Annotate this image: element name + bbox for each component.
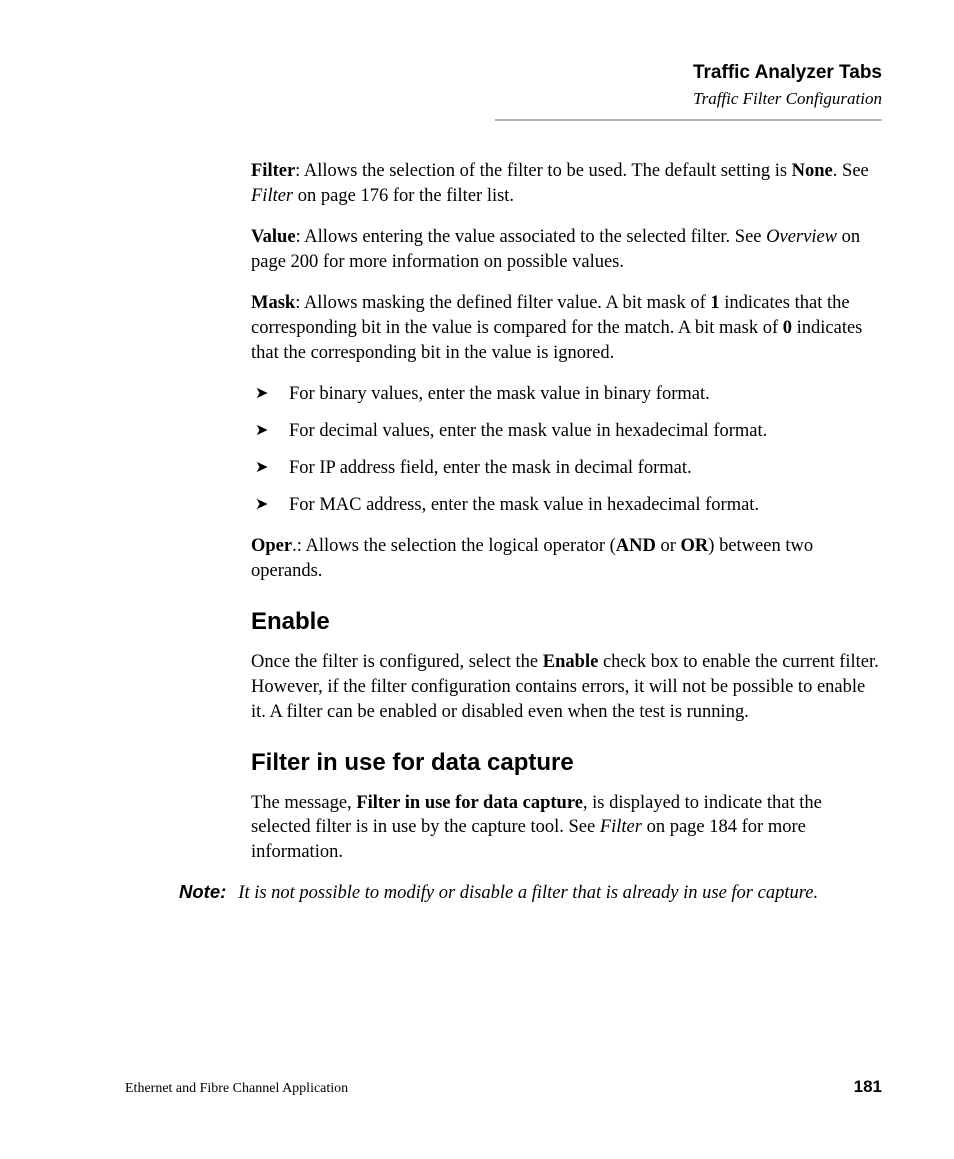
note-label: Note: [179,881,238,906]
enable-text1: Once the filter is configured, select th… [251,652,543,672]
filter-ref: Filter [251,186,293,206]
capture-label: Filter in use for data capture [356,793,583,813]
mask-paragraph: Mask: Allows masking the defined filter … [251,291,882,366]
mask-one: 1 [710,293,719,313]
filter-paragraph: Filter: Allows the selection of the filt… [251,159,882,209]
note-block: Note: It is not possible to modify or di… [179,881,882,906]
oper-or: OR [681,536,709,556]
filter-text3: on page 176 for the filter list. [293,186,514,206]
mask-bullet-list: For binary values, enter the mask value … [251,382,882,518]
value-ref: Overview [766,227,837,247]
bullet-item: For IP address field, enter the mask in … [251,456,882,481]
note-text: It is not possible to modify or disable … [238,881,818,906]
capture-ref: Filter [600,817,642,837]
oper-text2: or [656,536,681,556]
filter-label: Filter [251,161,295,181]
bullet-item: For binary values, enter the mask value … [251,382,882,407]
filter-default: None [792,161,833,181]
capture-heading: Filter in use for data capture [251,749,882,777]
oper-and: AND [616,536,656,556]
footer-page-number: 181 [854,1077,882,1097]
footer-left-text: Ethernet and Fibre Channel Application [125,1081,348,1097]
enable-paragraph: Once the filter is configured, select th… [251,650,882,725]
value-text1: : Allows entering the value associated t… [296,227,767,247]
enable-heading: Enable [251,608,882,636]
mask-label: Mask [251,293,295,313]
bullet-item: For MAC address, enter the mask value in… [251,493,882,518]
page-container: Traffic Analyzer Tabs Traffic Filter Con… [0,0,954,906]
mask-zero: 0 [783,318,792,338]
page-footer: Ethernet and Fibre Channel Application 1… [125,1077,882,1097]
header-subtitle: Traffic Filter Configuration [125,89,882,109]
capture-text1: The message, [251,793,356,813]
header-divider [495,119,882,121]
filter-text1: : Allows the selection of the filter to … [295,161,791,181]
oper-text1: .: Allows the selection the logical oper… [292,536,616,556]
mask-text1: : Allows masking the defined filter valu… [295,293,710,313]
bullet-item: For decimal values, enter the mask value… [251,419,882,444]
content-area: Filter: Allows the selection of the filt… [251,159,882,865]
oper-label: Oper [251,536,292,556]
value-paragraph: Value: Allows entering the value associa… [251,225,882,275]
value-label: Value [251,227,296,247]
enable-label: Enable [543,652,599,672]
header-title: Traffic Analyzer Tabs [125,62,882,84]
filter-text2: . See [833,161,869,181]
capture-paragraph: The message, Filter in use for data capt… [251,791,882,866]
page-header: Traffic Analyzer Tabs Traffic Filter Con… [125,62,882,109]
oper-paragraph: Oper.: Allows the selection the logical … [251,534,882,584]
